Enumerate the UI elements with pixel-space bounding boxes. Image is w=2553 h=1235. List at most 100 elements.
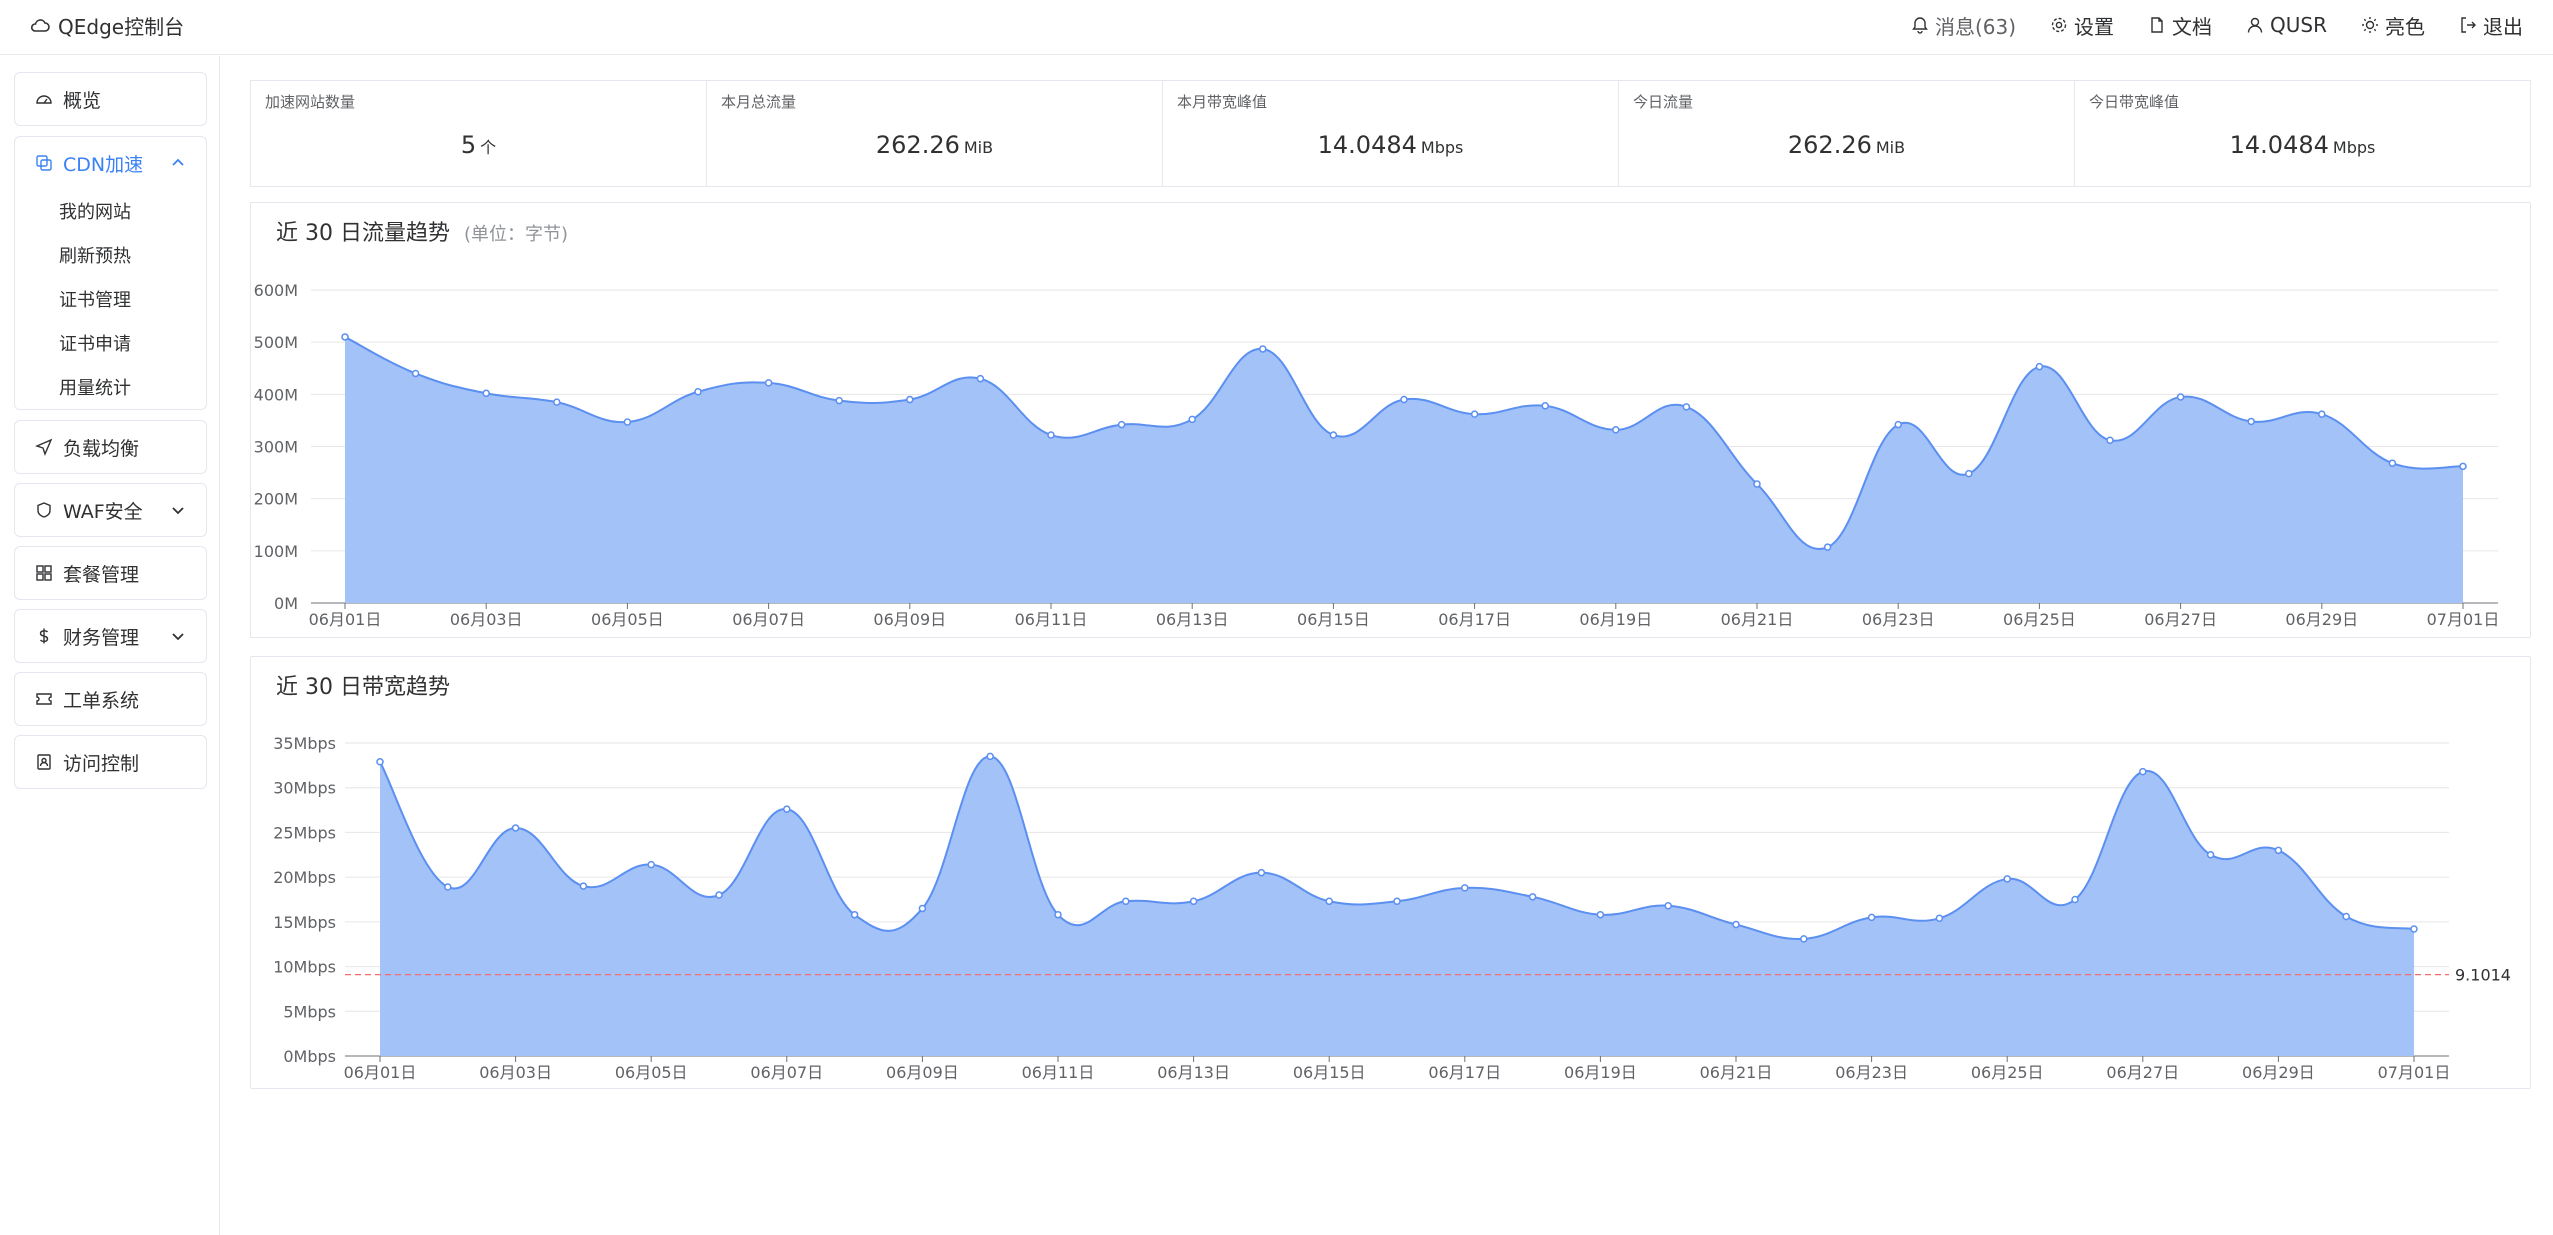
data-point <box>2342 912 2350 921</box>
chevron-up-icon[interactable] <box>170 155 186 171</box>
series-area <box>345 336 2463 603</box>
data-point <box>2106 436 2114 444</box>
y-tick-label: 15Mbps <box>273 913 336 932</box>
reference-line-label: 9.1014 <box>2455 966 2511 985</box>
sidebar-subitem-my-sites[interactable]: 我的网站 <box>59 202 131 223</box>
stat-label: 今日带宽峰值 <box>2089 93 2180 111</box>
data-point <box>1935 914 1944 923</box>
chevron-down-icon[interactable] <box>170 628 186 644</box>
data-point <box>1753 480 1761 488</box>
x-tick-label: 07月01日 <box>2378 1063 2451 1082</box>
docs-link[interactable]: 文档 <box>2148 11 2212 40</box>
x-tick-label: 07月01日 <box>2427 610 2500 629</box>
x-tick-label: 06月09日 <box>873 610 946 629</box>
sidebar-item-cdn[interactable]: CDN加速 <box>15 137 206 189</box>
menu-group-overview: 概览 <box>14 72 207 126</box>
stat-card-month-bandwidth-peak: 本月带宽峰值 14.0484 Mbps <box>1163 81 1619 186</box>
sidebar-subitem-refresh[interactable]: 刷新预热 <box>59 246 131 267</box>
data-point <box>1800 935 1808 943</box>
series-area <box>380 756 2414 1056</box>
menu-group-lb: 负载均衡 <box>14 420 207 474</box>
bandwidth-chart[interactable]: 0Mbps 5Mbps 10Mbps 15Mbps 20Mbps 25Mbps 30Mbps… <box>251 657 2532 1090</box>
x-tick-label: 06月09日 <box>886 1063 959 1082</box>
data-point <box>1257 868 1266 877</box>
menu-group-tickets: 工单系统 <box>14 672 207 726</box>
data-point <box>376 758 384 766</box>
y-tick-label: 20Mbps <box>273 868 336 887</box>
x-tick-label: 06月05日 <box>591 610 664 629</box>
shield-icon <box>37 502 51 518</box>
data-point <box>579 882 588 890</box>
sidebar-subitem-usage[interactable]: 用量统计 <box>59 378 131 399</box>
document-icon <box>2151 17 2163 33</box>
data-point <box>764 379 773 387</box>
settings-label: 设置 <box>2074 14 2115 39</box>
data-point <box>1894 420 1902 429</box>
sidebar-label: 访问控制 <box>63 752 140 775</box>
data-point <box>482 389 490 398</box>
data-point <box>1461 884 1469 892</box>
data-point <box>1664 902 1672 910</box>
stat-value: 14.0484 Mbps <box>2075 131 2530 159</box>
sidebar-item-tickets[interactable]: 工单系统 <box>15 673 206 725</box>
sidebar-label: 工单系统 <box>63 689 140 712</box>
sidebar-subitem-cert-apply[interactable]: 证书申请 <box>59 334 131 355</box>
sidebar-item-overview[interactable]: 概览 <box>15 73 206 125</box>
sidebar-item-waf[interactable]: WAF安全 <box>15 484 206 536</box>
docs-label: 文档 <box>2172 14 2213 39</box>
sidebar-label: 负载均衡 <box>63 437 140 460</box>
x-tick-label: 06月03日 <box>450 610 523 629</box>
user-menu[interactable]: QUSR <box>2246 13 2327 37</box>
data-point <box>2206 851 2215 859</box>
contact-card-icon <box>37 754 51 770</box>
x-tick-label: 06月03日 <box>479 1063 552 1082</box>
data-point <box>1393 897 1401 906</box>
sidebar-label: 套餐管理 <box>63 563 140 586</box>
x-tick-label: 06月27日 <box>2144 610 2217 629</box>
logout-label: 退出 <box>2483 14 2523 39</box>
messages-link[interactable]: 消息(63) <box>1911 11 2016 40</box>
traffic-chart-unit: (单位：字节) <box>463 224 569 245</box>
brand[interactable]: QEdge控制台 <box>30 0 184 50</box>
y-tick-label: 200M <box>254 490 298 509</box>
settings-link[interactable]: 设置 <box>2050 11 2114 40</box>
y-tick-label: 400M <box>254 385 298 404</box>
brand-title: QEdge控制台 <box>58 14 185 39</box>
sidebar-item-finance[interactable]: 财务管理 <box>15 610 206 662</box>
stat-card-today-bandwidth-peak: 今日带宽峰值 14.0484 Mbps <box>2075 81 2530 186</box>
x-tick-label: 06月05日 <box>615 1063 688 1082</box>
menu-group-plans: 套餐管理 <box>14 546 207 600</box>
theme-toggle[interactable]: 亮色 <box>2361 11 2425 40</box>
data-point <box>1867 913 1876 922</box>
data-point <box>850 910 859 919</box>
logout-link[interactable]: 退出 <box>2459 11 2523 40</box>
sidebar-item-plans[interactable]: 套餐管理 <box>15 547 206 599</box>
sidebar-subitem-cert-manage[interactable]: 证书管理 <box>59 290 131 311</box>
data-point <box>906 395 914 404</box>
copy-icon <box>36 155 52 171</box>
dashboard-icon <box>36 95 52 104</box>
stat-number: 262.26 <box>1787 131 1872 159</box>
theme-label: 亮色 <box>2385 14 2425 39</box>
x-tick-label: 06月11日 <box>1022 1063 1095 1082</box>
x-tick-label: 06月07日 <box>750 1063 823 1082</box>
cloud-icon <box>30 19 50 32</box>
data-point <box>1528 893 1537 901</box>
x-tick-label: 06月21日 <box>1721 610 1794 629</box>
y-tick-label: 10Mbps <box>273 958 336 977</box>
stat-number: 5 <box>460 131 477 159</box>
bandwidth-chart-panel: 近 30 日带宽趋势 0Mbps 5Mbps 10Mbps 15Mbps 20Mbps 2… <box>250 656 2531 1089</box>
panel-title-text: 近 30 日流量趋势 <box>276 221 450 246</box>
data-point <box>2318 410 2326 418</box>
sidebar-item-load-balance[interactable]: 负载均衡 <box>15 421 206 473</box>
data-point <box>511 824 520 832</box>
x-tick-label: 06月11日 <box>1015 610 1088 629</box>
top-bar: QEdge控制台 消息(63) 设置 文档 QUSR 亮色 退出 <box>0 0 2553 55</box>
y-tick-label: 0Mbps <box>283 1047 336 1066</box>
sidebar-item-access[interactable]: 访问控制 <box>15 736 206 788</box>
x-tick-label: 06月29日 <box>2242 1063 2315 1082</box>
stat-unit: MiB <box>963 138 994 157</box>
data-point <box>1732 920 1740 929</box>
chevron-down-icon[interactable] <box>170 502 186 518</box>
traffic-chart[interactable]: 0M 100M 200M 300M 400M 500M 600M 06月01日 06月03日 06… <box>251 203 2532 639</box>
